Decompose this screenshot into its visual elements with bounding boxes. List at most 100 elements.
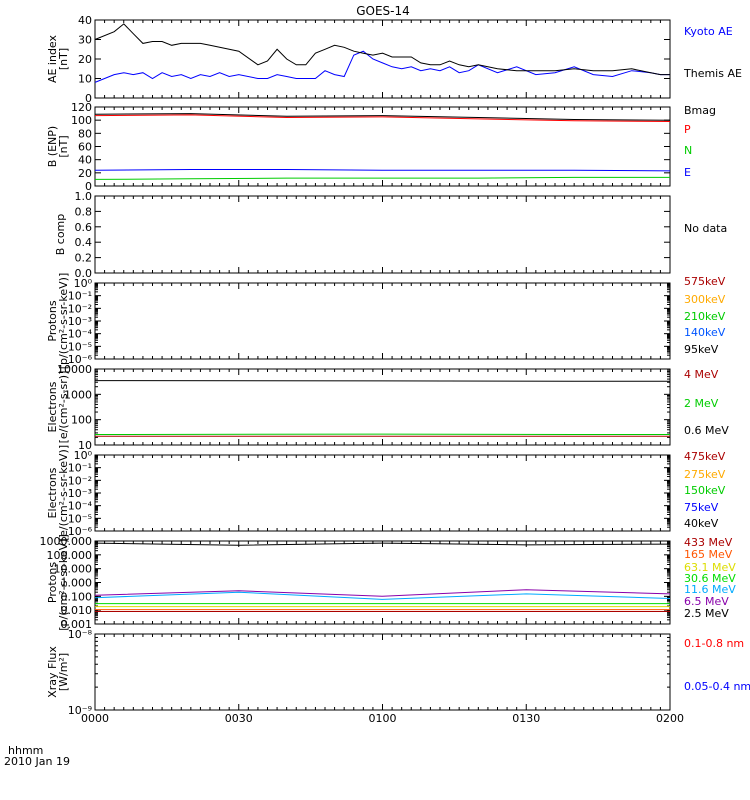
x-tick-label: 0000 [81, 712, 109, 725]
date-label: 2010 Jan 19 [4, 755, 70, 768]
y-tick-label: 0.6 [75, 221, 93, 234]
y-axis-label: B comp [54, 214, 67, 256]
y-tick-label: 40 [78, 154, 92, 167]
y-axis-label: [nT] [57, 48, 70, 70]
series-line-2-5-mev [94, 542, 671, 546]
legend-entry: 2 MeV [684, 397, 719, 410]
y-tick-label: 10.000 [54, 563, 93, 576]
y-tick-label: 10 [78, 439, 92, 452]
y-tick-label: 0 [85, 180, 92, 193]
y-axis-label: Protons [46, 562, 59, 603]
series-line-e [94, 169, 671, 172]
y-tick-label: 10⁻⁹ [68, 704, 92, 717]
panel-annotation: No data [684, 222, 727, 235]
y-tick-label: 0 [85, 92, 92, 105]
x-tick-label: 0100 [369, 712, 397, 725]
legend-entry: 4 MeV [684, 368, 719, 381]
y-axis-label: [W/m²] [57, 653, 70, 691]
legend-entry: 95keV [684, 343, 719, 356]
series-line-kyoto-ae [94, 50, 670, 83]
y-axis-label: Protons [46, 300, 59, 341]
legend-entry: E [684, 166, 691, 179]
legend-entry: 0.05-0.4 nm [684, 680, 750, 693]
legend-entry: 30.6 MeV [684, 572, 736, 585]
y-axis-label: B (ENP) [46, 126, 59, 167]
y-tick-label: 100 [71, 414, 92, 427]
legend-entry: 433 MeV [684, 536, 733, 549]
y-tick-label: 0.001 [61, 618, 93, 631]
y-tick-label: 10⁻⁸ [68, 628, 93, 641]
panel-1: 0 10 20 30 40 AE index[nT] Kyoto AE Themis AE [46, 14, 742, 105]
legend-entry: 2.5 MeV [684, 607, 729, 620]
y-tick-label: 20 [78, 167, 92, 180]
panel-7: 0.0010.0100.1001.00010.000100.0001000.00… [40, 534, 737, 631]
y-tick-label: 10⁻⁶ [68, 525, 93, 538]
legend-entry: 75keV [684, 501, 719, 514]
legend-entry: 40keV [684, 517, 719, 530]
y-tick-label: 10⁰ [74, 449, 93, 462]
y-axis-label: Electrons [46, 467, 59, 518]
legend-entry: 165 MeV [684, 548, 733, 561]
y-axis-label: [nT] [57, 135, 70, 157]
series-line-bmag [94, 113, 671, 121]
legend-entry: 6.5 MeV [684, 595, 729, 608]
panel-3: 0.0 0.2 0.4 0.6 0.8 1.0 B comp No data [54, 190, 727, 280]
y-tick-label: 0.4 [75, 236, 93, 249]
plot-title: GOES-14 [356, 4, 410, 18]
panel-8: 10⁻⁹ 10⁻⁸ Xray Flux[W/m²] 0.1-0.8 nm 0.05-0.… [46, 628, 750, 717]
x-tick-label: 0130 [512, 712, 540, 725]
legend-entry: Themis AE [683, 67, 742, 80]
y-tick-label: 0.100 [61, 590, 93, 603]
y-tick-label: 30 [78, 34, 92, 47]
y-tick-label: 120 [71, 101, 92, 114]
y-tick-label: 1.0 [75, 190, 93, 203]
y-tick-label: 10⁰ [74, 277, 93, 290]
x-tick-label: 0200 [656, 712, 684, 725]
y-tick-label: 10⁻¹ [68, 290, 92, 303]
y-tick-label: 10⁻⁴ [68, 500, 93, 513]
panel-frame [94, 19, 671, 99]
y-tick-label: 10 [78, 73, 92, 86]
y-axis-label: [p/(cm²-s-sr-keV)] [57, 534, 70, 631]
legend-entry: 210keV [684, 310, 726, 323]
y-tick-label: 60 [78, 141, 92, 154]
legend-entry: 275keV [684, 468, 726, 481]
y-tick-label: 1000.000 [40, 535, 93, 548]
panel-frame [94, 195, 671, 274]
series-line-6-5-mev [94, 589, 671, 597]
legend-entry: 0.1-0.8 nm [684, 637, 744, 650]
panel-frame [94, 106, 671, 187]
legend-entry: 300keV [684, 293, 726, 306]
y-axis-label: Electrons [46, 381, 59, 432]
y-tick-label: 1000 [64, 388, 92, 401]
time-axis-label: hhmm [8, 744, 43, 757]
legend-entry: 140keV [684, 326, 726, 339]
y-tick-label: 10⁻⁴ [68, 328, 93, 341]
y-tick-label: 10⁻² [68, 302, 92, 315]
legend-entry: 475keV [684, 450, 726, 463]
legend-entry: P [684, 123, 691, 136]
series-line-11-6-mev [94, 591, 671, 600]
series-line-0-6-mev [94, 380, 670, 382]
y-tick-label: 100 [71, 114, 92, 127]
y-tick-label: 10⁻¹ [68, 462, 92, 475]
legend-entry: 150keV [684, 484, 726, 497]
series-line-p [94, 114, 671, 122]
y-axis-label: [e/(cm²-s-sr-keV)] [57, 445, 70, 541]
y-tick-label: 80 [78, 127, 92, 140]
y-tick-label: 20 [78, 53, 92, 66]
y-tick-label: 40 [78, 14, 92, 27]
y-tick-label: 10⁻³ [68, 487, 92, 500]
y-tick-label: 100.000 [47, 549, 93, 562]
y-tick-label: 10000 [57, 363, 92, 376]
legend-entry: 11.6 MeV [684, 583, 736, 596]
panel-frame [94, 454, 671, 532]
y-axis-label: [p/(cm²-s-sr-keV)] [57, 273, 70, 370]
panel-frame [94, 633, 671, 711]
panel-frame [94, 282, 671, 360]
y-tick-label: 10⁻⁵ [68, 340, 92, 353]
